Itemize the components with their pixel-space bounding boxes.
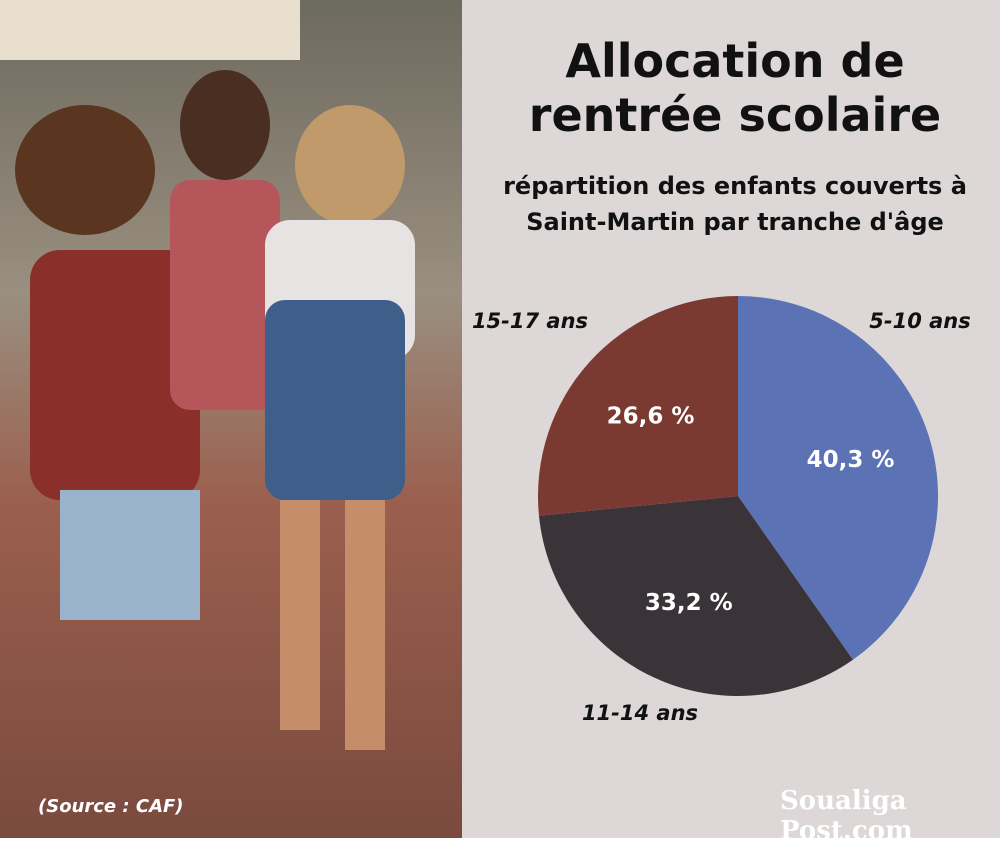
value-label: 26,6 % (607, 403, 695, 429)
logo: Soualiga Post.com (780, 786, 913, 846)
category-label: 5-10 ans (869, 309, 970, 333)
pie-chart: 40,3 % 5-10 ans 33,2 % 11-14 ans 26,6 % 15-17… (472, 296, 971, 725)
photo: (Source : CAF) (0, 0, 462, 838)
source: (Source : CAF) (38, 796, 184, 817)
category-label: 11-14 ans (582, 701, 698, 725)
title: Allocation de rentrée scolaire (528, 34, 942, 142)
category-label: 15-17 ans (472, 309, 588, 333)
subtitle: répartition des enfants couverts à Saint… (503, 172, 967, 236)
value-label: 33,2 % (645, 590, 733, 616)
pie-slice (738, 296, 938, 660)
pie-slice (538, 496, 853, 696)
pie-slice (538, 296, 738, 516)
value-label: 40,3 % (807, 447, 895, 473)
